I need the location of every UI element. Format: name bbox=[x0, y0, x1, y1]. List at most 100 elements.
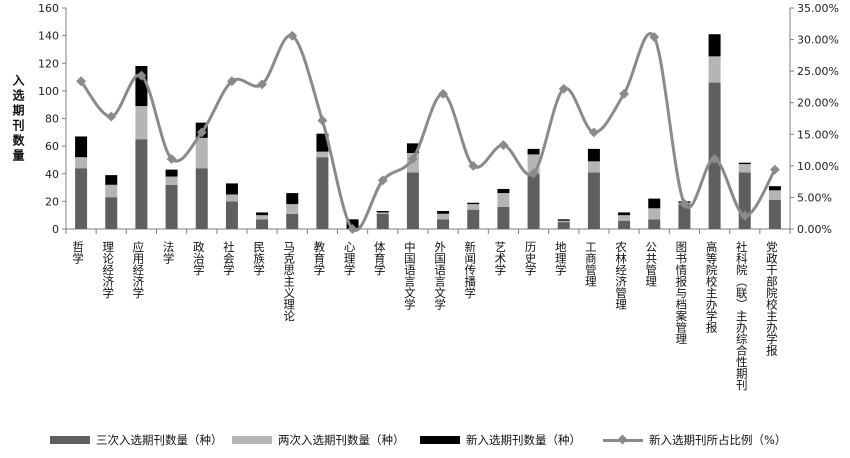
category-label: 中国语言文学 bbox=[403, 241, 417, 310]
legend-swatch-two-times bbox=[232, 436, 272, 444]
bar-three-times bbox=[256, 219, 269, 229]
bar-three-times bbox=[587, 172, 600, 229]
category-label: 图书情报与档案管理 bbox=[674, 241, 688, 345]
legend-item-new: 新入选期刊数量（种） bbox=[420, 432, 581, 448]
bar-new bbox=[105, 175, 118, 185]
y-tick-label: 40 bbox=[45, 168, 59, 181]
bar-three-times bbox=[557, 222, 570, 229]
legend-item-three-times: 三次入选期刊数量（种） bbox=[50, 432, 223, 448]
bar-three-times bbox=[376, 213, 389, 229]
legend-label-new: 新入选期刊数量（种） bbox=[466, 433, 581, 447]
category-label: 哲学 bbox=[71, 241, 85, 264]
category-label: 应用经济学 bbox=[131, 240, 145, 298]
bar-two-times bbox=[467, 204, 480, 210]
bar-three-times bbox=[135, 139, 148, 229]
category-label: 教育学 bbox=[312, 240, 326, 275]
bar-new bbox=[437, 211, 450, 214]
bar-three-times bbox=[286, 213, 299, 229]
category-label: 社科院（联）主办综合性期刊 bbox=[735, 240, 749, 391]
ratio-point bbox=[588, 127, 599, 138]
bar-two-times bbox=[75, 157, 88, 169]
bar-three-times bbox=[195, 168, 208, 229]
bar-new bbox=[376, 211, 389, 213]
legend-swatch-ratio bbox=[603, 434, 643, 446]
bar-new bbox=[75, 136, 88, 158]
ratio-point bbox=[649, 32, 660, 42]
ratio-line-layer bbox=[76, 30, 780, 234]
ratio-point bbox=[769, 164, 780, 175]
category-label: 新闻传播学 bbox=[463, 240, 477, 298]
ratio-point bbox=[468, 160, 479, 171]
bar-three-times bbox=[165, 184, 178, 229]
legend-swatch-three-times bbox=[50, 436, 90, 444]
bar-two-times bbox=[768, 190, 781, 200]
chart-canvas: 0 20 40 60 80 100 120 140 160 0.00% 5.00% 10.00% 15.… bbox=[11, 2, 839, 391]
category-label: 心理学 bbox=[343, 241, 357, 276]
ratio-point bbox=[498, 140, 509, 150]
bar-new bbox=[708, 34, 721, 57]
bar-new bbox=[738, 162, 751, 165]
bar-three-times bbox=[648, 219, 661, 229]
bar-new bbox=[165, 169, 178, 177]
y2-tick-label: 0.00% bbox=[797, 223, 832, 236]
bar-two-times bbox=[708, 56, 721, 83]
ratio-point bbox=[679, 198, 690, 209]
y-tick-label: 120 bbox=[38, 57, 59, 70]
y-tick-label: 80 bbox=[45, 113, 59, 126]
bar-two-times bbox=[105, 184, 118, 198]
y-tick-label: 140 bbox=[38, 30, 59, 43]
y-tick-label: 20 bbox=[45, 195, 59, 208]
category-label: 高等院校主办学报 bbox=[705, 240, 719, 334]
bar-three-times bbox=[225, 201, 238, 229]
category-label: 法学 bbox=[162, 240, 176, 264]
y-tick-label: 100 bbox=[38, 85, 59, 98]
category-label: 农林经济管理 bbox=[614, 240, 628, 310]
bar-new bbox=[406, 143, 419, 154]
ratio-point bbox=[317, 115, 328, 126]
ratio-point bbox=[136, 70, 147, 81]
category-label: 艺术学 bbox=[493, 241, 507, 276]
bar-two-times bbox=[437, 213, 450, 220]
ratio-point bbox=[407, 153, 418, 164]
legend-swatch-new bbox=[420, 436, 460, 444]
bar-new bbox=[497, 188, 510, 194]
bar-three-times bbox=[768, 199, 781, 229]
category-label: 民族学 bbox=[252, 241, 266, 276]
bar-new bbox=[648, 198, 661, 209]
ratio-point bbox=[347, 224, 358, 234]
category-label: 体育学 bbox=[373, 240, 387, 275]
bar-stacks bbox=[75, 34, 781, 230]
category-label: 地理学 bbox=[554, 241, 568, 276]
bar-two-times bbox=[316, 151, 329, 158]
bar-two-times bbox=[587, 161, 600, 173]
y2-tick-label: 35.00% bbox=[797, 2, 839, 15]
bar-two-times bbox=[286, 204, 299, 214]
bar-two-times bbox=[497, 193, 510, 207]
y-axis-title: 入选期刊数量 bbox=[11, 74, 25, 164]
bar-two-times bbox=[195, 137, 208, 169]
bar-two-times bbox=[557, 220, 570, 223]
bar-new bbox=[557, 219, 570, 221]
category-label: 社会学 bbox=[222, 240, 236, 275]
y-tick-label: 160 bbox=[38, 2, 59, 15]
y2-tick-label: 30.00% bbox=[797, 34, 839, 47]
legend-item-ratio: 新入选期刊所占比例（%） bbox=[603, 432, 786, 448]
y-tick-label: 0 bbox=[52, 223, 59, 236]
legend-label-two-times: 两次入选期刊数量（种） bbox=[278, 433, 405, 447]
y2-tick-label: 5.00% bbox=[797, 191, 832, 204]
ratio-point bbox=[528, 168, 539, 179]
legend-label-ratio: 新入选期刊所占比例（%） bbox=[649, 433, 787, 447]
ratio-point bbox=[619, 88, 630, 99]
category-label: 公共管理 bbox=[644, 241, 658, 287]
bar-two-times bbox=[618, 215, 631, 221]
category-label: 马克思主义理论 bbox=[282, 241, 296, 322]
bar-new bbox=[618, 212, 631, 216]
bar-three-times bbox=[316, 157, 329, 229]
category-label: 党政干部院校主办学报 bbox=[765, 240, 779, 357]
ratio-point bbox=[558, 83, 569, 94]
bar-two-times bbox=[256, 215, 269, 220]
legend-label-three-times: 三次入选期刊数量（种） bbox=[96, 433, 223, 447]
category-label: 理论经济学 bbox=[101, 241, 115, 299]
category-labels: 哲学 理论经济学 应用经济学 法学 政治学 社会学 民族学 马克思主义理论 教育学 心理学 体育学 中… bbox=[71, 240, 779, 391]
bar-three-times bbox=[105, 197, 118, 229]
